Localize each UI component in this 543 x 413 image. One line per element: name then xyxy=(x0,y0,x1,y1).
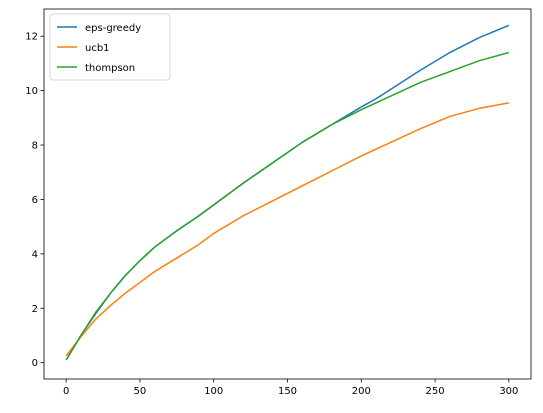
series-layer xyxy=(65,24,510,361)
x-tick-label: 300 xyxy=(499,386,518,397)
y-tick-label: 8 xyxy=(32,141,38,152)
y-tick-label: 0 xyxy=(32,358,38,369)
legend-label-thompson: thompson xyxy=(85,63,135,74)
x-tick-label: 200 xyxy=(352,386,371,397)
legend-box xyxy=(49,13,171,81)
y-axis: 0 2 4 6 8 10 12 xyxy=(25,32,44,369)
x-tick-label: 50 xyxy=(134,386,147,397)
x-tick-label: 250 xyxy=(426,386,445,397)
legend-label-ucb1: ucb1 xyxy=(85,43,110,54)
series-line-thompson xyxy=(65,51,510,361)
x-tick-label: 0 xyxy=(63,386,69,397)
y-tick-label: 12 xyxy=(25,32,38,43)
series-line-ucb1 xyxy=(65,102,509,357)
y-tick-label: 4 xyxy=(32,249,38,260)
y-tick-label: 6 xyxy=(32,195,38,206)
legend: eps-greedy ucb1 thompson xyxy=(49,13,171,81)
legend-label-eps-greedy: eps-greedy xyxy=(85,23,141,34)
x-axis: 0 50 100 150 200 250 300 xyxy=(63,379,518,397)
x-tick-label: 150 xyxy=(278,386,297,397)
y-tick-label: 10 xyxy=(25,86,38,97)
x-tick-label: 100 xyxy=(204,386,223,397)
y-tick-label: 2 xyxy=(32,304,38,315)
